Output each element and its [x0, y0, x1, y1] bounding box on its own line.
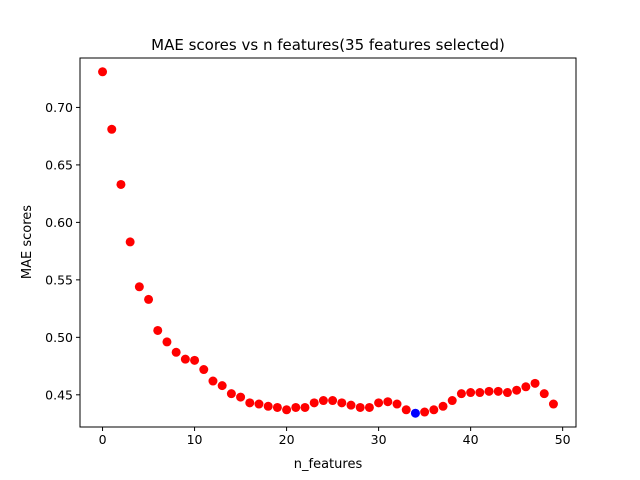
data-point [392, 399, 402, 409]
data-point [162, 337, 172, 347]
y-tick-label: 0.65 [45, 157, 73, 172]
data-point [180, 354, 190, 364]
data-point [539, 389, 549, 399]
data-point [199, 365, 209, 375]
data-point [521, 382, 531, 392]
data-point [282, 405, 292, 415]
data-point [208, 376, 218, 386]
data-point [493, 386, 503, 396]
data-point [374, 398, 384, 408]
data-point [346, 400, 356, 410]
x-axis-ticks: 0 10 20 30 40 50 [99, 427, 571, 447]
data-point [512, 385, 522, 395]
x-tick-label: 50 [555, 432, 571, 447]
data-point [171, 347, 181, 357]
data-point [300, 402, 310, 412]
y-axis-ticks: 0.45 0.50 0.55 0.60 0.65 0.70 [45, 100, 80, 402]
data-points [98, 67, 558, 418]
data-point [364, 402, 374, 412]
data-point [236, 392, 246, 402]
plot-frame [79, 57, 577, 428]
data-point [466, 388, 476, 398]
data-point [475, 388, 485, 398]
data-point [438, 401, 448, 411]
data-point [355, 402, 365, 412]
x-tick-label: 10 [187, 432, 203, 447]
data-point [429, 405, 439, 415]
data-point [217, 381, 227, 391]
data-point [410, 408, 420, 418]
data-point [226, 389, 236, 399]
x-tick-label: 30 [371, 432, 387, 447]
data-point [401, 405, 411, 415]
x-tick-label: 0 [99, 432, 107, 447]
data-point [447, 396, 457, 406]
data-point [383, 397, 393, 407]
data-point [254, 399, 264, 409]
data-point [291, 402, 301, 412]
data-point [272, 402, 282, 412]
data-point [107, 124, 117, 134]
y-tick-label: 0.45 [45, 387, 73, 402]
y-tick-label: 0.55 [45, 272, 73, 287]
data-point [337, 398, 347, 408]
data-point [318, 396, 328, 406]
chart-title: MAE scores vs n features(35 features sel… [151, 36, 505, 54]
x-axis-label: n_features [294, 457, 363, 472]
data-point [309, 398, 319, 408]
data-point [502, 388, 512, 398]
data-point [190, 355, 200, 365]
x-tick-label: 40 [463, 432, 479, 447]
data-point [548, 399, 558, 409]
data-point [134, 282, 144, 292]
y-tick-label: 0.70 [45, 100, 73, 115]
data-point [153, 325, 163, 335]
x-tick-label: 20 [279, 432, 295, 447]
data-point [530, 378, 540, 388]
data-point [456, 389, 466, 399]
data-point [116, 179, 126, 189]
y-tick-label: 0.60 [45, 215, 73, 230]
data-point [98, 67, 108, 77]
data-point [263, 401, 273, 411]
y-axis-label: MAE scores [20, 205, 35, 279]
data-point [420, 407, 430, 417]
data-point [328, 396, 338, 406]
data-point [245, 398, 255, 408]
data-point [484, 386, 494, 396]
data-point [144, 294, 154, 304]
data-point [125, 237, 135, 247]
y-tick-label: 0.50 [45, 330, 73, 345]
